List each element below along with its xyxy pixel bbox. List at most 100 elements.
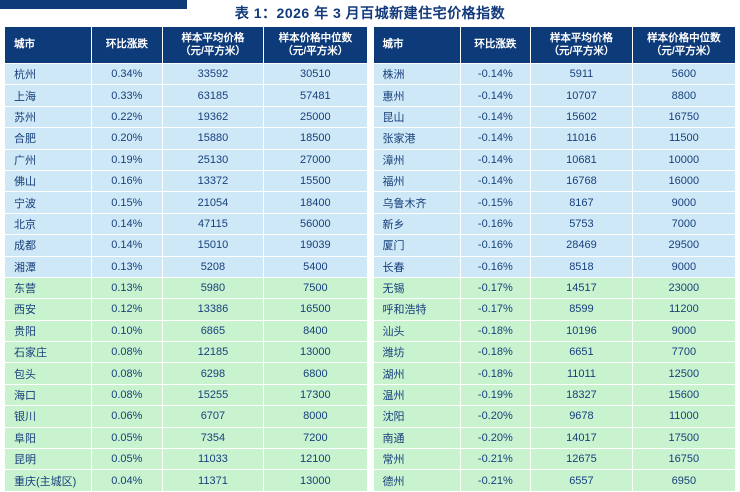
avg-price-cell: 33592 [161, 62, 265, 86]
avg-price-cell: 16768 [530, 169, 633, 193]
city-cell: 成都 [4, 234, 92, 257]
change-cell: -0.14% [459, 105, 532, 129]
change-cell: 0.34% [91, 62, 163, 86]
city-cell: 湘潭 [4, 255, 92, 278]
avg-price-cell: 63185 [161, 84, 265, 107]
col-header-change: 环比涨跌 [459, 26, 532, 64]
city-cell: 潍坊 [372, 341, 461, 364]
col-header-avg-price: 样本平均价格 （元/平方米） [530, 26, 633, 64]
table-row: 乌鲁木齐 -0.15% 8167 9000 [372, 191, 737, 214]
avg-price-cell: 10707 [530, 84, 633, 107]
table-row: 漳州 -0.14% 10681 10000 [372, 148, 737, 171]
city-cell: 石家庄 [4, 341, 92, 364]
avg-price-cell: 6865 [161, 319, 265, 343]
median-price-cell: 8800 [631, 84, 737, 107]
table-row: 石家庄 0.08% 12185 13000 [4, 341, 368, 364]
median-price-cell: 18500 [263, 127, 368, 150]
median-price-cell: 19039 [263, 234, 368, 257]
table-row: 新乡 -0.16% 5753 7000 [372, 212, 737, 236]
city-cell: 银川 [4, 405, 92, 428]
change-cell: 0.14% [91, 234, 163, 257]
median-price-cell: 15600 [631, 383, 737, 407]
city-cell: 株洲 [372, 62, 461, 86]
page-title: 表 1：2026 年 3 月百城新建住宅价格指数 [234, 5, 506, 21]
table-row: 呼和浩特 -0.17% 8599 11200 [372, 298, 737, 321]
city-cell: 海口 [4, 383, 92, 407]
change-cell: 0.08% [91, 362, 163, 385]
price-index-tables: 城市 环比涨跌 样本平均价格 （元/平方米） 样本价格中位数 （元/平方米） 杭州 0… [4, 26, 737, 492]
col-header-avg-price: 样本平均价格 （元/平方米） [161, 26, 265, 64]
avg-price-cell: 6298 [161, 362, 265, 385]
table-row: 无锡 -0.17% 14517 23000 [372, 276, 737, 300]
change-cell: 0.12% [91, 298, 163, 321]
change-cell: -0.16% [459, 255, 532, 278]
city-cell: 东营 [4, 276, 92, 300]
avg-price-cell: 5753 [530, 212, 633, 236]
city-cell: 佛山 [4, 169, 92, 193]
table-row: 合肥 0.20% 15880 18500 [4, 127, 368, 150]
median-price-cell: 11500 [631, 127, 737, 150]
median-price-cell: 13000 [263, 469, 368, 492]
avg-price-cell: 19362 [161, 105, 265, 129]
median-price-cell: 12500 [631, 362, 737, 385]
city-cell: 苏州 [4, 105, 92, 129]
table-row: 厦门 -0.16% 28469 29500 [372, 234, 737, 257]
median-price-cell: 57481 [263, 84, 368, 107]
city-cell: 德州 [372, 469, 461, 492]
table-row: 广州 0.19% 25130 27000 [4, 148, 368, 171]
city-cell: 南通 [372, 426, 461, 450]
city-cell: 乌鲁木齐 [372, 191, 461, 214]
header-row: 城市 环比涨跌 样本平均价格 （元/平方米） 样本价格中位数 （元/平方米） [4, 26, 368, 64]
avg-price-cell: 13386 [161, 298, 265, 321]
median-price-cell: 17300 [263, 383, 368, 407]
median-price-cell: 18400 [263, 191, 368, 214]
table-row: 西安 0.12% 13386 16500 [4, 298, 368, 321]
col-header-median-price: 样本价格中位数 （元/平方米） [263, 26, 368, 64]
table-row: 昆山 -0.14% 15602 16750 [372, 105, 737, 129]
median-price-cell: 30510 [263, 62, 368, 86]
median-price-cell: 9000 [631, 255, 737, 278]
table-row: 包头 0.08% 6298 6800 [4, 362, 368, 385]
avg-price-cell: 5208 [161, 255, 265, 278]
avg-price-cell: 12185 [161, 341, 265, 364]
avg-price-cell: 6707 [161, 405, 265, 428]
avg-price-cell: 15602 [530, 105, 633, 129]
change-cell: 0.10% [91, 319, 163, 343]
city-cell: 沈阳 [372, 405, 461, 428]
change-cell: -0.21% [459, 469, 532, 492]
table-row: 佛山 0.16% 13372 15500 [4, 169, 368, 193]
city-cell: 西安 [4, 298, 92, 321]
city-cell: 杭州 [4, 62, 92, 86]
median-price-cell: 5600 [631, 62, 737, 86]
city-cell: 新乡 [372, 212, 461, 236]
city-cell: 宁波 [4, 191, 92, 214]
price-table-right: 城市 环比涨跌 样本平均价格 （元/平方米） 样本价格中位数 （元/平方米） 株洲 -… [372, 26, 737, 492]
change-cell: -0.14% [459, 62, 532, 86]
city-cell: 昆山 [372, 105, 461, 129]
table-row: 杭州 0.34% 33592 30510 [4, 62, 368, 86]
avg-price-cell: 9678 [530, 405, 633, 428]
table-row: 株洲 -0.14% 5911 5600 [372, 62, 737, 86]
avg-price-cell: 10681 [530, 148, 633, 171]
table-row: 温州 -0.19% 18327 15600 [372, 383, 737, 407]
change-cell: 0.13% [91, 276, 163, 300]
city-cell: 合肥 [4, 127, 92, 150]
col-header-city: 城市 [4, 26, 92, 64]
avg-price-cell: 5980 [161, 276, 265, 300]
change-cell: -0.19% [459, 383, 532, 407]
city-cell: 长春 [372, 255, 461, 278]
table-row: 银川 0.06% 6707 8000 [4, 405, 368, 428]
median-price-cell: 16750 [631, 448, 737, 471]
table-row: 常州 -0.21% 12675 16750 [372, 448, 737, 471]
median-price-cell: 15500 [263, 169, 368, 193]
change-cell: 0.22% [91, 105, 163, 129]
avg-price-cell: 15255 [161, 383, 265, 407]
avg-price-cell: 5911 [530, 62, 633, 86]
top-accent-bar [0, 0, 187, 9]
city-cell: 厦门 [372, 234, 461, 257]
change-cell: 0.08% [91, 341, 163, 364]
city-cell: 张家港 [372, 127, 461, 150]
change-cell: -0.18% [459, 362, 532, 385]
avg-price-cell: 11016 [530, 127, 633, 150]
change-cell: -0.20% [459, 405, 532, 428]
